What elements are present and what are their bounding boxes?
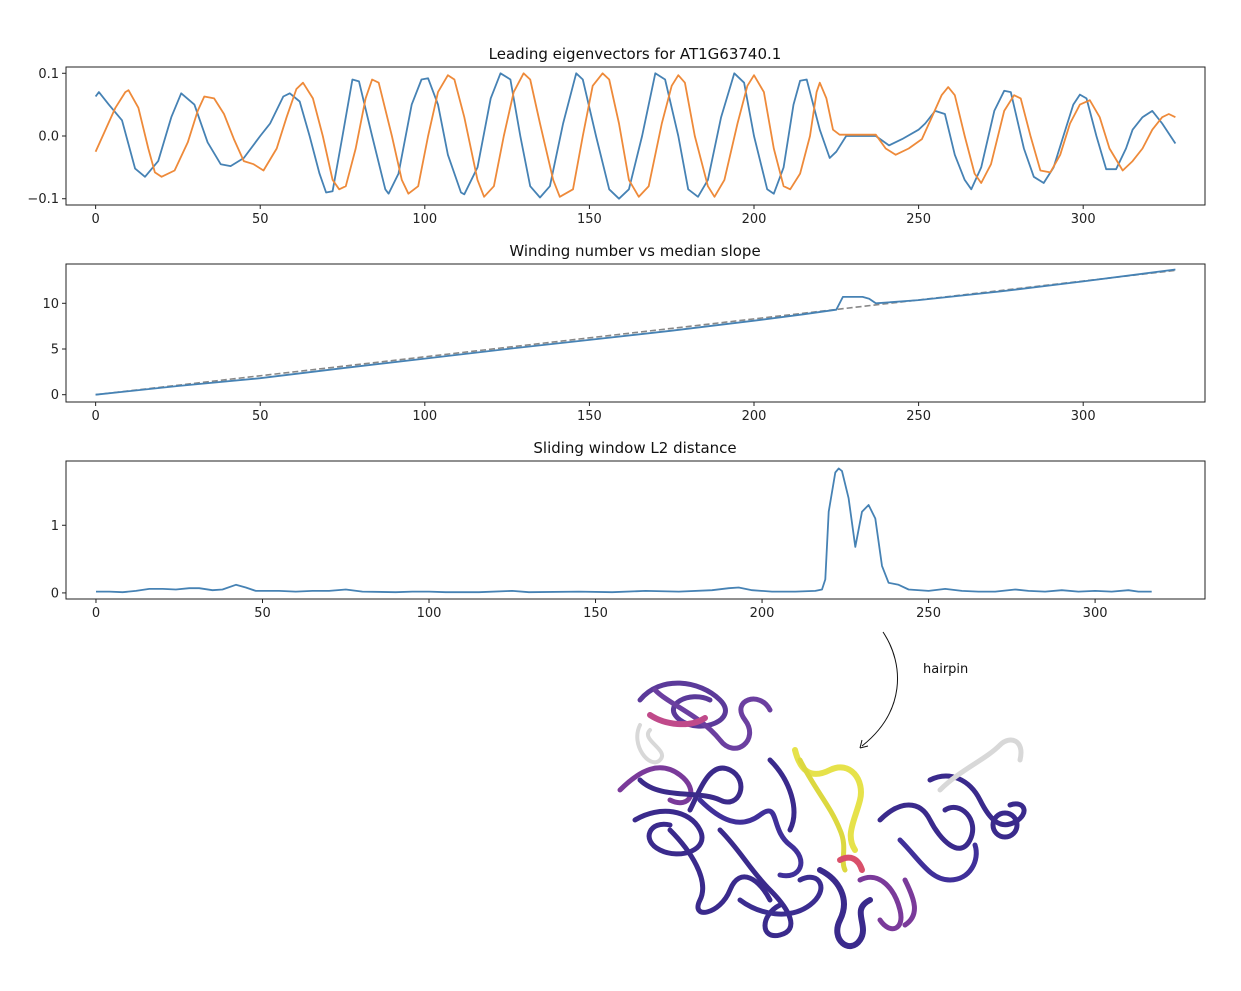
plot-frame xyxy=(65,66,1206,206)
tick-group: 0 50 100 150 200 250 300 0 5 10 xyxy=(42,297,1095,424)
protein-structure-image xyxy=(617,680,1027,949)
x-tick-label: 50 xyxy=(254,606,271,621)
arrow-head-icon xyxy=(859,739,869,749)
annotation-arrow xyxy=(861,631,899,747)
x-tick-label: 200 xyxy=(742,409,767,424)
y-tick-label: 1 xyxy=(51,519,59,534)
x-tick-label: 0 xyxy=(91,409,99,424)
panel-winding: Winding number vs median slope 0 50 100 150… xyxy=(42,242,1206,424)
x-tick-label: 300 xyxy=(1071,212,1096,227)
panel-eigenvectors: Leading eigenvectors for AT1G63740.1 0 50… xyxy=(27,45,1206,227)
x-tick-label: 100 xyxy=(412,212,437,227)
plot-frame xyxy=(65,263,1206,403)
y-tick-label: 0 xyxy=(51,388,59,403)
x-tick-label: 100 xyxy=(417,606,442,621)
plot-frame xyxy=(65,460,1206,600)
x-tick-label: 0 xyxy=(91,212,99,227)
x-tick-label: 200 xyxy=(750,606,775,621)
x-tick-label: 0 xyxy=(92,606,100,621)
x-tick-label: 50 xyxy=(252,409,269,424)
series-line xyxy=(94,72,1176,198)
x-tick-label: 50 xyxy=(252,212,269,227)
x-tick-label: 150 xyxy=(577,212,602,227)
x-tick-label: 250 xyxy=(906,212,931,227)
x-tick-label: 250 xyxy=(916,606,941,621)
y-tick-label: 0.1 xyxy=(38,67,59,82)
x-tick-label: 150 xyxy=(583,606,608,621)
x-tick-label: 150 xyxy=(577,409,602,424)
y-tick-label: 10 xyxy=(42,297,59,312)
y-tick-label: 0.0 xyxy=(38,130,59,145)
x-tick-label: 200 xyxy=(742,212,767,227)
x-tick-label: 300 xyxy=(1083,606,1108,621)
chart-title: Leading eigenvectors for AT1G63740.1 xyxy=(489,45,782,63)
hairpin-annotation: hairpin xyxy=(859,631,968,749)
tick-group: 0 50 100 150 200 250 300 0 1 xyxy=(51,519,1108,621)
series-group xyxy=(94,72,1177,200)
y-tick-label: −0.1 xyxy=(27,192,59,207)
chart-title: Sliding window L2 distance xyxy=(533,439,736,457)
x-tick-label: 100 xyxy=(412,409,437,424)
x-tick-label: 250 xyxy=(906,409,931,424)
tick-group: 0 50 100 150 200 250 300 −0.1 0.0 0.1 xyxy=(27,67,1095,227)
y-tick-label: 5 xyxy=(51,342,59,357)
y-tick-label: 0 xyxy=(51,586,59,601)
series-group xyxy=(95,268,1176,396)
x-tick-label: 300 xyxy=(1071,409,1096,424)
series-line xyxy=(94,72,1177,200)
panel-l2-distance: Sliding window L2 distance 0 50 100 150 200 2… xyxy=(51,439,1206,621)
series-line xyxy=(95,268,1176,396)
annotation-label: hairpin xyxy=(923,662,968,677)
series-group xyxy=(96,467,1152,594)
series-line xyxy=(96,467,1152,594)
chart-title: Winding number vs median slope xyxy=(509,242,760,260)
